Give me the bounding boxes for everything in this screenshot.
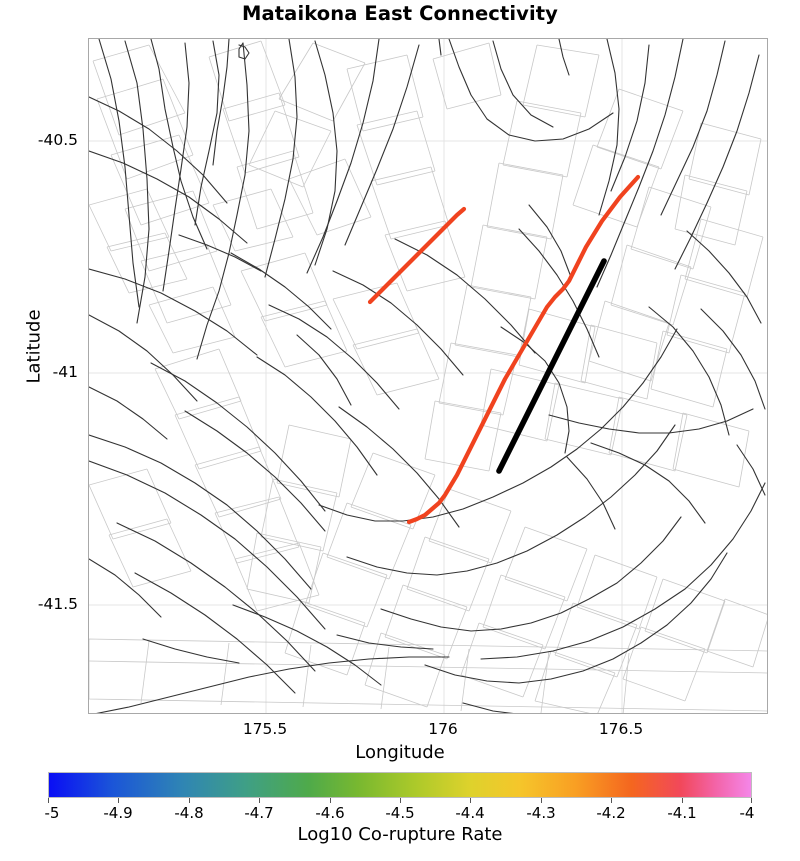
colorbar-tickmark	[48, 798, 49, 803]
colorbar-tickmark	[400, 798, 401, 803]
colorbar-tickmark	[189, 798, 190, 803]
x-tick-label: 175.5	[242, 720, 288, 738]
colorbar-tickmark	[259, 798, 260, 803]
colorbar-tickmark	[541, 798, 542, 803]
colorbar-tickmark	[682, 798, 683, 803]
colorbar-tickmark	[470, 798, 471, 803]
fault-traces	[89, 39, 766, 713]
y-tick-label: -41.5	[37, 595, 78, 613]
colorbar-tick-label: -4.7	[244, 804, 274, 822]
source-fault-trace	[496, 258, 607, 474]
y-tick-label: -41	[52, 363, 78, 381]
corupture-fault-north	[406, 174, 641, 525]
corupture-fault-west	[367, 206, 467, 305]
colorbar-tickmark	[611, 798, 612, 803]
colorbar-tickmark	[118, 798, 119, 803]
corupture-fault-traces	[367, 174, 641, 525]
colorbar: -5 -4.9 -4.8 -4.7 -4.6 -4.5 -4.4 -4.3 -4…	[45, 772, 754, 822]
map-canvas	[89, 39, 767, 713]
gridlines	[89, 39, 767, 713]
y-axis-label: Latitude	[23, 309, 45, 384]
x-axis-label: Longitude	[355, 742, 445, 763]
colorbar-tickmark	[330, 798, 331, 803]
colorbar-tickmark	[751, 798, 752, 803]
colorbar-tick-label: -4.1	[667, 804, 697, 822]
map-plot-area	[88, 38, 768, 714]
colorbar-gradient	[48, 772, 752, 798]
colorbar-tick-label: -4.3	[526, 804, 556, 822]
colorbar-tick-label: -4.6	[315, 804, 345, 822]
colorbar-tick-label: -4	[739, 804, 755, 822]
colorbar-tick-label: -4.8	[174, 804, 204, 822]
chart-title: Mataikona East Connectivity	[242, 2, 558, 25]
colorbar-tick-label: -4.5	[385, 804, 415, 822]
colorbar-tick-label: -5	[44, 804, 60, 822]
x-tick-label: 176	[428, 720, 458, 738]
x-tick-label: 176.5	[598, 720, 644, 738]
fault-section-polygons	[89, 40, 767, 713]
y-tick-label: -40.5	[37, 131, 78, 149]
colorbar-tick-label: -4.4	[455, 804, 485, 822]
colorbar-tick-label: -4.2	[596, 804, 626, 822]
colorbar-label: Log10 Co-rupture Rate	[297, 824, 503, 845]
colorbar-ticks: -5 -4.9 -4.8 -4.7 -4.6 -4.5 -4.4 -4.3 -4…	[44, 798, 755, 824]
colorbar-tick-label: -4.9	[103, 804, 133, 822]
